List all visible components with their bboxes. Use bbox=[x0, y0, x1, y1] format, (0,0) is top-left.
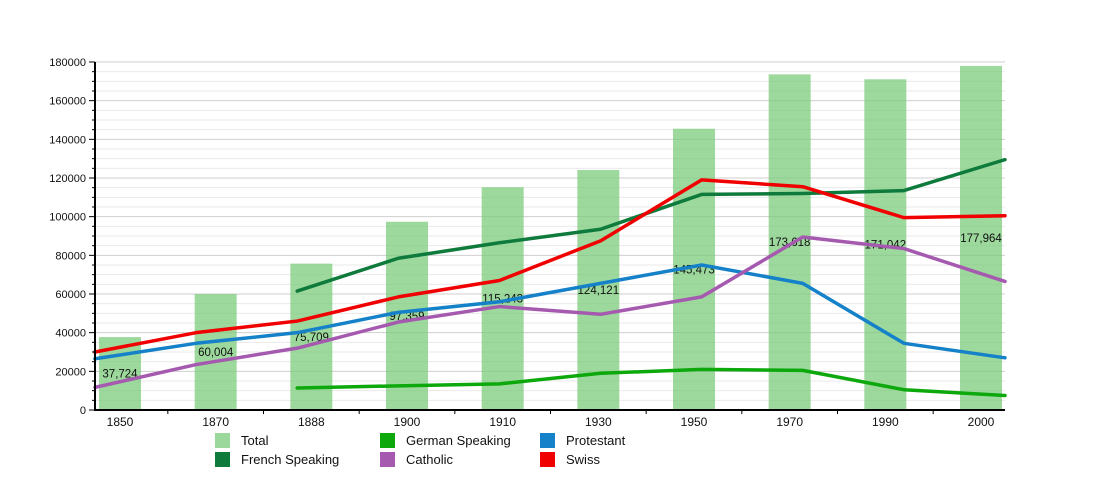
line-catholic bbox=[93, 235, 1007, 390]
svg-text:20000: 20000 bbox=[55, 366, 86, 378]
x-label-1930: 1930 bbox=[585, 415, 612, 429]
legend-item-catholic: Catholic bbox=[380, 452, 453, 467]
legend-item-protestant: Protestant bbox=[540, 433, 625, 448]
svg-text:100000: 100000 bbox=[49, 212, 86, 224]
x-label-1990: 1990 bbox=[872, 415, 899, 429]
bar-label-1930: 124,121 bbox=[578, 285, 620, 297]
bar-1970 bbox=[768, 74, 811, 410]
svg-text:80000: 80000 bbox=[55, 250, 86, 262]
x-label-1950: 1950 bbox=[681, 415, 708, 429]
legend-label-total: Total bbox=[241, 433, 269, 448]
catholic-color-swatch bbox=[380, 452, 395, 467]
x-axis-labels: 1850 1870 1888 1900 1910 1930 1950 1970 1990 2000 bbox=[107, 410, 995, 429]
legend-label-german-speaking: German Speaking bbox=[406, 433, 511, 448]
x-label-1870: 1870 bbox=[202, 415, 229, 429]
bar-1870 bbox=[194, 293, 237, 410]
svg-text:60000: 60000 bbox=[55, 289, 86, 301]
svg-text:0: 0 bbox=[80, 405, 86, 417]
y-axis-labels: 0 20000 40000 60000 80000 100000 120000 140000 1… bbox=[49, 57, 95, 417]
legend-item-total: Total bbox=[215, 433, 268, 448]
protestant-color-swatch bbox=[540, 433, 555, 448]
svg-text:160000: 160000 bbox=[49, 96, 86, 108]
line-german-speaking bbox=[295, 367, 1007, 398]
svg-text:140000: 140000 bbox=[49, 134, 86, 146]
svg-text:120000: 120000 bbox=[49, 173, 86, 185]
french-speaking-color-swatch bbox=[215, 452, 230, 467]
x-label-1850: 1850 bbox=[107, 415, 134, 429]
population-chart: 37,72460,00475,70997,359115,243124,12114… bbox=[49, 57, 1007, 429]
x-label-1910: 1910 bbox=[489, 415, 516, 429]
x-label-2000: 2000 bbox=[968, 415, 995, 429]
legend-label-catholic: Catholic bbox=[406, 452, 453, 467]
x-label-1970: 1970 bbox=[776, 415, 803, 429]
legend-item-french-speaking: French Speaking bbox=[215, 452, 339, 467]
bar-label-2000: 177,964 bbox=[960, 233, 1002, 245]
total-color-swatch bbox=[215, 433, 230, 448]
legend-label-swiss: Swiss bbox=[566, 452, 600, 467]
bar-label-1850: 37,724 bbox=[102, 369, 138, 381]
x-label-1900: 1900 bbox=[394, 415, 421, 429]
legend-label-french-speaking: French Speaking bbox=[241, 452, 340, 467]
swiss-color-swatch bbox=[540, 452, 555, 467]
bar-label-1870: 60,004 bbox=[198, 347, 234, 359]
legend-item-swiss: Swiss bbox=[540, 452, 600, 467]
x-label-1888: 1888 bbox=[298, 415, 325, 429]
svg-text:40000: 40000 bbox=[55, 328, 86, 340]
line-swiss bbox=[93, 178, 1007, 354]
german-speaking-color-swatch bbox=[380, 433, 395, 448]
line-protestant bbox=[93, 263, 1007, 361]
legend-item-german-speaking: German Speaking bbox=[380, 433, 511, 448]
bar-1930 bbox=[577, 170, 620, 410]
legend-label-protestant: Protestant bbox=[566, 433, 626, 448]
svg-text:180000: 180000 bbox=[49, 57, 86, 69]
